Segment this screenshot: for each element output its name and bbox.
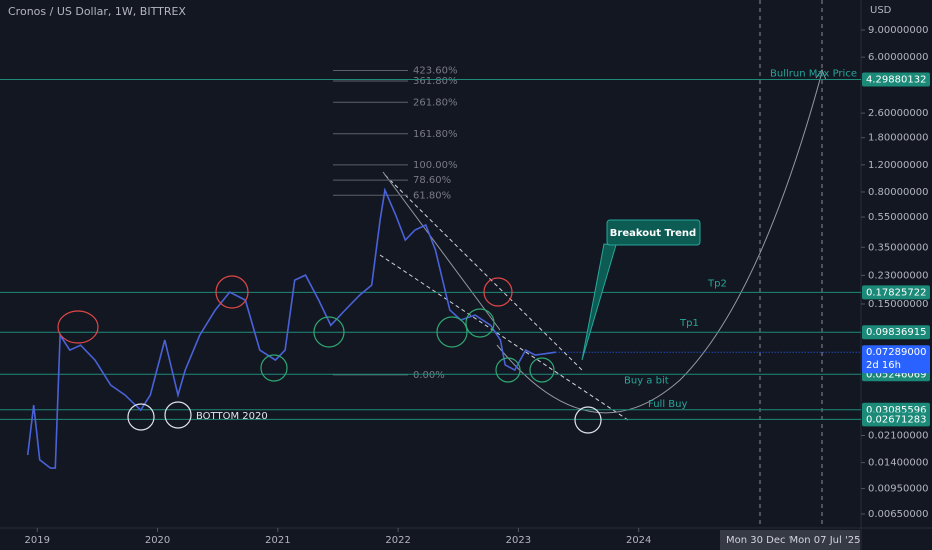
x-tick-label: 2021	[265, 535, 290, 546]
last-price-tag	[862, 345, 930, 374]
price-tag-label: 0.03085596	[866, 405, 926, 416]
circle	[495, 357, 521, 383]
y-tick-label: 0.02100000	[868, 431, 928, 442]
circle	[313, 316, 345, 348]
y-tick-label: 0.15000000	[868, 299, 928, 310]
arrow-head	[815, 68, 827, 81]
y-tick-label: 0.00650000	[868, 509, 928, 520]
x-tick-label: 2024	[626, 535, 651, 546]
y-tick-label: 0.23000000	[868, 270, 928, 281]
fib-label: 423.60%	[413, 66, 458, 77]
annotation: BOTTOM 2020	[196, 411, 268, 422]
annotation-circles	[57, 275, 602, 434]
chart-title: Cronos / US Dollar, 1W, BITTREX	[8, 5, 186, 18]
circle	[164, 401, 192, 429]
circle	[57, 310, 99, 344]
x-tick-label: 2023	[506, 535, 531, 546]
level-label: Tp1	[679, 318, 699, 329]
y-tick-label: 0.35000000	[868, 242, 928, 253]
price-tag-label: 0.17825722	[866, 287, 926, 298]
annotation: Breakout Trend	[610, 228, 696, 239]
x-tick-label: 2022	[385, 535, 410, 546]
circle	[529, 357, 555, 383]
fib-label: 0.00%	[413, 370, 445, 381]
y-tick-label: 1.20000000	[868, 160, 928, 171]
fib-label: 361.80%	[413, 76, 458, 87]
y-tick-label: 0.01400000	[868, 458, 928, 469]
time-label-box	[790, 530, 860, 550]
y-tick-label: 0.55000000	[868, 212, 928, 223]
time-label-box	[720, 530, 790, 550]
y-tick-label: 0.80000000	[868, 187, 928, 198]
x-tick-label: 2020	[145, 535, 170, 546]
price-tag-label: 0.09836915	[866, 327, 926, 338]
circle	[574, 406, 602, 434]
circle	[260, 354, 288, 382]
price-tag-label: 4.29880132	[866, 74, 926, 85]
circle	[436, 316, 468, 348]
channel-line	[379, 254, 629, 421]
circle	[465, 308, 495, 338]
circle	[483, 277, 513, 307]
callout-box	[606, 219, 701, 246]
price-tag	[862, 72, 930, 87]
currency-label: USD	[870, 5, 892, 16]
y-tick-label: 2.60000000	[868, 108, 928, 119]
price-line	[26, 187, 556, 469]
fib-label: 261.80%	[413, 97, 458, 108]
y-tick-label: 0.00950000	[868, 484, 928, 495]
fib-label: 78.60%	[413, 175, 451, 186]
time-label: Mon 07 Jul '25	[790, 535, 861, 546]
fib-label: 161.80%	[413, 129, 458, 140]
time-label: Mon 30 Dec '24	[726, 535, 804, 546]
y-tick-label: 1.80000000	[868, 133, 928, 144]
price-tag	[862, 285, 930, 300]
price-tag	[862, 412, 930, 427]
level-label: Buy a bit	[624, 375, 669, 386]
fib-label: 100.00%	[413, 160, 458, 171]
fib-label: 61.80%	[413, 190, 451, 201]
level-label: Full Buy	[648, 399, 687, 410]
projection-arc	[496, 71, 823, 414]
y-tick-label: 9.00000000	[868, 25, 928, 36]
level-label: Tp2	[707, 278, 727, 289]
circle	[215, 275, 249, 309]
x-tick-label: 2019	[25, 535, 50, 546]
time-label-clip: Mon 30 Dec '24	[720, 530, 804, 550]
y-tick-label: 6.00000000	[868, 52, 928, 63]
circle	[127, 403, 155, 431]
trend-line	[382, 171, 501, 331]
price-tag-label: 0.05246069	[866, 369, 926, 380]
last-price-label: 0.07289000	[866, 347, 926, 358]
level-label: Bullrun Max Price	[770, 68, 857, 79]
countdown-label: 2d 16h	[866, 360, 901, 371]
price-tag	[862, 325, 930, 340]
price-tag-label: 0.02671283	[866, 414, 926, 425]
